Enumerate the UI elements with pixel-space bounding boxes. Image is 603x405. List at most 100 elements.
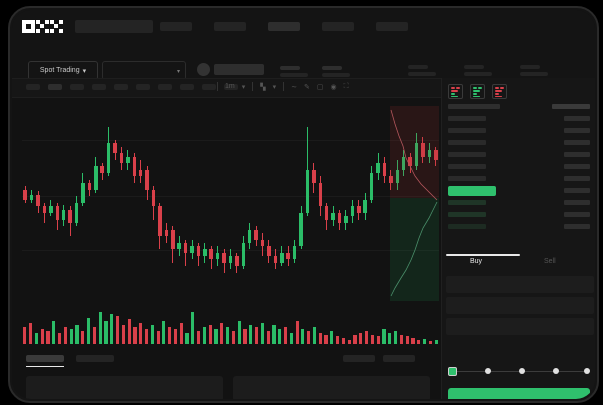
camera-icon[interactable]: ▢ bbox=[316, 83, 324, 91]
volume-bar bbox=[173, 328, 178, 344]
orderbook-row-ask[interactable] bbox=[448, 152, 486, 157]
stat-value bbox=[464, 72, 492, 76]
bottom-right-tab-0[interactable] bbox=[343, 355, 375, 362]
order-total-field[interactable] bbox=[446, 318, 594, 335]
orderbook-row-ask[interactable] bbox=[448, 140, 486, 145]
volume-bar bbox=[393, 330, 398, 344]
orderbook-row-bid[interactable] bbox=[448, 224, 486, 229]
candle-type-icon[interactable]: ▚ bbox=[260, 83, 266, 91]
interval-icon[interactable]: 1m bbox=[225, 83, 235, 90]
volume-bar bbox=[324, 334, 328, 344]
nav-item-0[interactable] bbox=[160, 22, 192, 31]
orderbook-row-value bbox=[564, 176, 590, 181]
orderbook-row-ask[interactable] bbox=[448, 128, 486, 133]
bottom-panel-1[interactable] bbox=[233, 376, 430, 399]
price-chart[interactable] bbox=[22, 98, 439, 298]
orderbook-row-ask[interactable] bbox=[448, 176, 486, 181]
toolbar-block-9[interactable] bbox=[224, 84, 238, 90]
orderbook-row-value bbox=[564, 164, 590, 169]
candle-wick bbox=[185, 239, 187, 267]
chevron-down-icon[interactable]: ▾ bbox=[272, 83, 277, 91]
fullscreen-icon[interactable]: ⛶ bbox=[343, 82, 349, 90]
candle-body bbox=[434, 149, 438, 160]
nav-item-3[interactable] bbox=[322, 22, 354, 31]
toolbar-block-2[interactable] bbox=[70, 84, 84, 90]
volume-bar bbox=[63, 327, 68, 344]
toolbar-blocks bbox=[26, 84, 238, 90]
toolbar-icons: 1m ▾ ▚ ▾ ∼ ✎ ▢ ◉ ⛶ bbox=[217, 82, 349, 91]
volume-bar bbox=[226, 327, 230, 344]
orderbook-asks-icon[interactable] bbox=[492, 84, 507, 99]
order-price-field[interactable] bbox=[446, 276, 594, 293]
orderbook-row-bid[interactable] bbox=[448, 212, 486, 217]
volume-bar bbox=[283, 327, 288, 344]
drawing-icon[interactable]: ✎ bbox=[304, 83, 310, 91]
slider-stop-50[interactable] bbox=[519, 368, 525, 374]
settings-icon[interactable]: ◉ bbox=[330, 83, 337, 91]
header-nav bbox=[160, 22, 408, 31]
nav-item-1[interactable] bbox=[214, 22, 246, 31]
candle-body bbox=[421, 143, 425, 157]
volume-bar bbox=[399, 334, 403, 344]
order-form-fields bbox=[446, 276, 594, 339]
chevron-down-icon[interactable]: ▾ bbox=[241, 83, 246, 91]
slider-stop-100[interactable] bbox=[584, 368, 590, 374]
bottom-tab-1[interactable] bbox=[76, 355, 114, 362]
okx-logo[interactable] bbox=[22, 20, 66, 33]
tab-sell[interactable]: Sell bbox=[544, 258, 556, 265]
toolbar-block-7[interactable] bbox=[180, 84, 194, 90]
slider-stop-25[interactable] bbox=[485, 368, 491, 374]
toolbar-block-3[interactable] bbox=[92, 84, 106, 90]
bottom-right-tab-1[interactable] bbox=[383, 355, 415, 362]
volume-bar bbox=[133, 327, 137, 344]
candle-body bbox=[209, 249, 213, 260]
toolbar-block-6[interactable] bbox=[158, 84, 172, 90]
orderbook-rows[interactable] bbox=[442, 104, 595, 244]
candle-body bbox=[170, 229, 175, 250]
orderbook-row-ask[interactable] bbox=[448, 164, 486, 169]
volume-bar bbox=[29, 323, 33, 344]
order-amount-field[interactable] bbox=[446, 297, 594, 314]
toolbar-block-4[interactable] bbox=[114, 84, 128, 90]
toolbar-block-5[interactable] bbox=[136, 84, 150, 90]
bottom-panel-0[interactable] bbox=[26, 376, 223, 399]
market-subheader bbox=[12, 41, 595, 78]
volume-bar bbox=[376, 336, 380, 344]
bottom-tab-underline bbox=[26, 366, 64, 367]
bottom-tab-0[interactable] bbox=[26, 355, 64, 362]
stat-value bbox=[280, 73, 308, 77]
volume-bar bbox=[214, 328, 218, 344]
volume-bar bbox=[110, 313, 114, 344]
toolbar-block-1[interactable] bbox=[48, 84, 62, 90]
slider-stop-75[interactable] bbox=[553, 368, 559, 374]
nav-item-4[interactable] bbox=[376, 22, 408, 31]
slider-handle[interactable] bbox=[448, 367, 457, 376]
orderbook-row-bid[interactable] bbox=[448, 200, 486, 205]
orderbook-view-toggles bbox=[448, 84, 507, 99]
submit-buy-button[interactable] bbox=[448, 388, 590, 399]
volume-bar bbox=[365, 330, 369, 344]
toolbar-block-8[interactable] bbox=[202, 84, 216, 90]
candle-body bbox=[357, 206, 361, 213]
volume-bar bbox=[359, 332, 363, 344]
app-header bbox=[12, 10, 595, 41]
logo-glyph-o bbox=[22, 20, 35, 33]
orderbook-row-ask[interactable] bbox=[448, 104, 500, 109]
search-input[interactable] bbox=[75, 20, 153, 33]
candle-body bbox=[350, 206, 355, 217]
nav-item-2[interactable] bbox=[268, 22, 300, 31]
toolbar-block-0[interactable] bbox=[26, 84, 40, 90]
candle-body bbox=[74, 203, 79, 223]
current-price-row[interactable] bbox=[448, 186, 496, 196]
candle-body bbox=[363, 199, 367, 213]
indicator-icon[interactable]: ∼ bbox=[291, 83, 298, 91]
volume-bar bbox=[40, 328, 44, 344]
orderbook-bids-icon[interactable] bbox=[470, 84, 485, 99]
amount-percent-slider[interactable] bbox=[448, 367, 590, 376]
candle-body bbox=[228, 256, 233, 263]
orderbook-row-ask[interactable] bbox=[448, 116, 486, 121]
orderbook-row-value bbox=[564, 128, 590, 133]
pair-name[interactable] bbox=[214, 64, 264, 75]
tab-buy[interactable]: Buy bbox=[470, 258, 483, 265]
orderbook-both-icon[interactable] bbox=[448, 84, 463, 99]
